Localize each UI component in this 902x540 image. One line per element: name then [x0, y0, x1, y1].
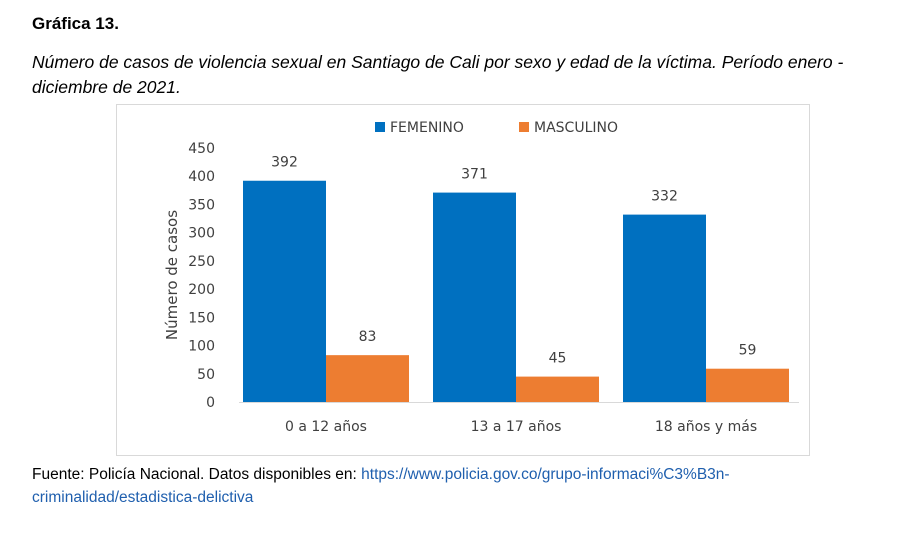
bar-masculino-1	[326, 355, 409, 402]
y-tick-label: 150	[188, 310, 215, 326]
source-prefix: Fuente: Policía Nacional. Datos disponib…	[32, 466, 362, 483]
x-category-label: 13 a 17 años	[471, 419, 562, 435]
y-tick-label: 350	[188, 197, 215, 213]
data-label: 371	[461, 167, 488, 183]
y-tick-label: 250	[188, 254, 215, 270]
y-axis-title: Número de casos	[163, 210, 181, 340]
bar-femenino-2	[433, 192, 516, 402]
y-tick-label: 100	[188, 339, 215, 355]
figure-heading: Gráfica 13.	[32, 14, 119, 33]
x-category-label: 0 a 12 años	[285, 419, 367, 435]
y-tick-label: 0	[206, 395, 215, 411]
source-link[interactable]: https://www.policia.gov.co/grupo-informa…	[32, 466, 730, 506]
legend-swatch-masculino	[519, 122, 529, 132]
y-tick-label: 200	[188, 282, 215, 298]
bar-femenino-3	[623, 214, 706, 402]
bar-masculino-2	[516, 376, 599, 402]
y-tick-label: 450	[188, 141, 215, 157]
data-label: 45	[549, 351, 567, 367]
bar-chart: 0 50 100 150 200 250 300 350 400 450 Número de cas…	[163, 120, 799, 435]
chart-subtitle: Número de casos de violencia sexual en S…	[32, 52, 844, 97]
data-label: 392	[271, 155, 298, 171]
y-tick-label: 50	[197, 367, 215, 383]
data-label: 83	[359, 329, 377, 345]
chart-container: 0 50 100 150 200 250 300 350 400 450 Número de cas…	[116, 104, 810, 456]
x-category-label: 18 años y más	[655, 419, 757, 435]
bar-masculino-3	[706, 368, 789, 402]
data-label: 59	[739, 343, 757, 359]
legend-swatch-femenino	[375, 122, 385, 132]
bar-femenino-1	[243, 180, 326, 402]
y-tick-label: 300	[188, 226, 215, 242]
y-tick-label: 400	[188, 169, 215, 185]
legend-label: MASCULINO	[534, 120, 618, 136]
legend-label: FEMENINO	[390, 120, 464, 136]
data-label: 332	[651, 189, 678, 205]
source-note: Fuente: Policía Nacional. Datos disponib…	[32, 463, 892, 509]
